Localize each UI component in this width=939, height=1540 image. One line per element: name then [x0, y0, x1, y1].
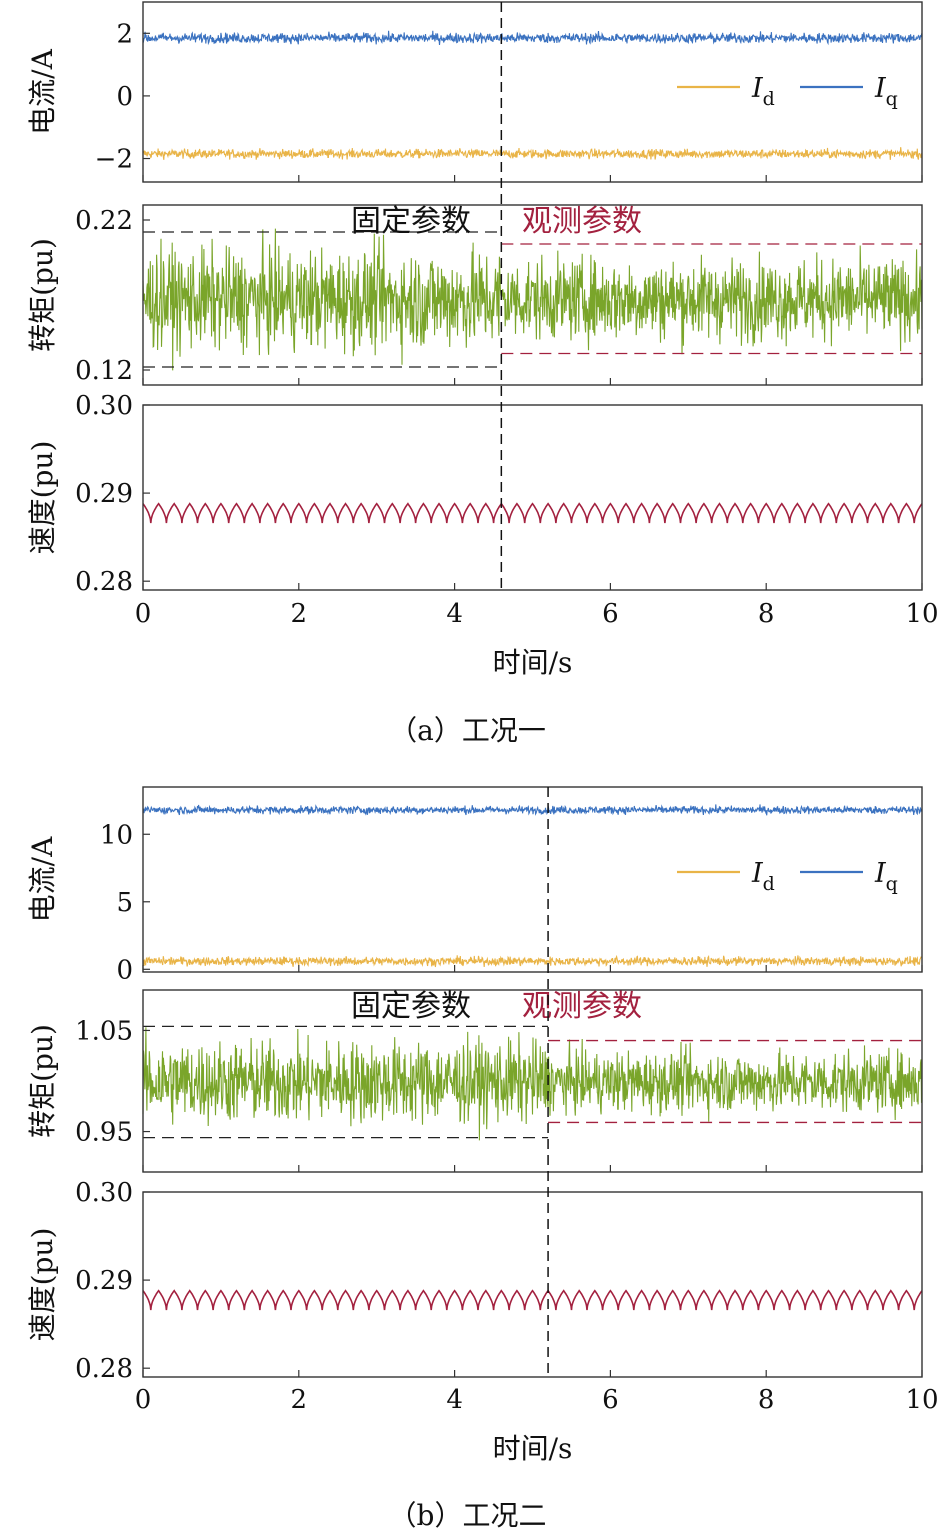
- torque-ylabel: 转矩(pu): [26, 238, 59, 352]
- speed-panel: 0.30 0.29 0.28 速度(pu): [26, 391, 923, 597]
- x-tick-label: 10: [905, 1385, 938, 1415]
- current-ytick-label: 10: [100, 820, 133, 850]
- torque-plot-frame: [142, 204, 923, 386]
- current-panel: 10 5 0 电流/A Id Iq: [26, 786, 923, 985]
- torque-plot-frame: [142, 989, 923, 1173]
- figure-caption: （a）工况一: [389, 714, 546, 747]
- x-tick-label: 6: [602, 1385, 619, 1415]
- torque-line: [142, 228, 923, 371]
- legend-iq-label: Iq: [874, 858, 898, 895]
- current-ylabel: 电流/A: [26, 48, 59, 134]
- current-ylabel: 电流/A: [26, 836, 59, 922]
- speed-ytick-label: 0.29: [75, 479, 133, 509]
- x-tick-label: 8: [758, 1385, 775, 1415]
- speed-line: [142, 502, 923, 524]
- current-panel: 2 0 −2 电流/A Id Iq: [26, 1, 923, 183]
- x-tick-label: 0: [135, 599, 152, 629]
- x-axis-label: 时间/s: [493, 1432, 573, 1465]
- speed-line: [142, 1289, 923, 1311]
- series-id-line: [142, 147, 923, 160]
- torque-ytick-label: 0.22: [75, 206, 133, 236]
- current-ytick-label: 0: [116, 955, 133, 985]
- x-tick-label: 6: [602, 599, 619, 629]
- current-legend: Id Iq: [677, 73, 898, 110]
- series-iq-line: [142, 804, 923, 816]
- torque-ytick-label: 1.05: [75, 1016, 133, 1046]
- x-tick-label: 0: [135, 1385, 152, 1415]
- legend-id-label: Id: [751, 858, 775, 895]
- speed-ylabel: 速度(pu): [26, 441, 59, 555]
- torque-panel: 1.05 0.95 转矩(pu) 固定参数 观测参数: [26, 989, 923, 1173]
- speed-ytick-label: 0.30: [75, 1178, 133, 1208]
- observed-params-label: 观测参数: [522, 204, 642, 239]
- series-id-line: [142, 954, 923, 968]
- legend-iq-label: Iq: [874, 73, 898, 110]
- torque-ytick-label: 0.12: [75, 356, 133, 386]
- legend-id-label: Id: [751, 73, 775, 110]
- fixed-params-label: 固定参数: [351, 989, 471, 1024]
- series-iq-line: [142, 30, 923, 46]
- speed-panel: 0.30 0.29 0.28 速度(pu): [26, 1178, 923, 1384]
- figure-caption: （b）工况二: [389, 1499, 547, 1532]
- torque-line: [142, 1027, 923, 1141]
- x-tick-label: 2: [291, 599, 308, 629]
- x-tick-label: 10: [905, 599, 938, 629]
- speed-ytick-label: 0.28: [75, 567, 133, 597]
- x-tick-label: 4: [446, 1385, 463, 1415]
- torque-panel: 0.22 0.12 转矩(pu) 固定参数 观测参数: [26, 204, 923, 386]
- speed-plot-frame: [142, 1191, 923, 1378]
- x-tick-label: 4: [446, 599, 463, 629]
- current-plot-frame: [142, 786, 923, 973]
- speed-ylabel: 速度(pu): [26, 1228, 59, 1342]
- fixed-params-label: 固定参数: [351, 204, 471, 239]
- current-legend: Id Iq: [677, 858, 898, 895]
- torque-ytick-label: 0.95: [75, 1118, 133, 1148]
- x-tick-label: 8: [758, 599, 775, 629]
- current-ytick-label: 5: [116, 888, 133, 918]
- speed-ytick-label: 0.29: [75, 1266, 133, 1296]
- observed-params-label: 观测参数: [522, 989, 642, 1024]
- speed-plot-frame: [142, 404, 923, 591]
- current-plot-frame: [142, 1, 923, 183]
- speed-ytick-label: 0.30: [75, 391, 133, 421]
- current-ytick-label: 2: [116, 19, 133, 49]
- speed-ytick-label: 0.28: [75, 1354, 133, 1384]
- current-ytick-label: 0: [116, 82, 133, 112]
- x-tick-label: 2: [291, 1385, 308, 1415]
- torque-ylabel: 转矩(pu): [26, 1024, 59, 1138]
- x-axis-label: 时间/s: [493, 646, 573, 679]
- current-ytick-label: −2: [95, 145, 133, 175]
